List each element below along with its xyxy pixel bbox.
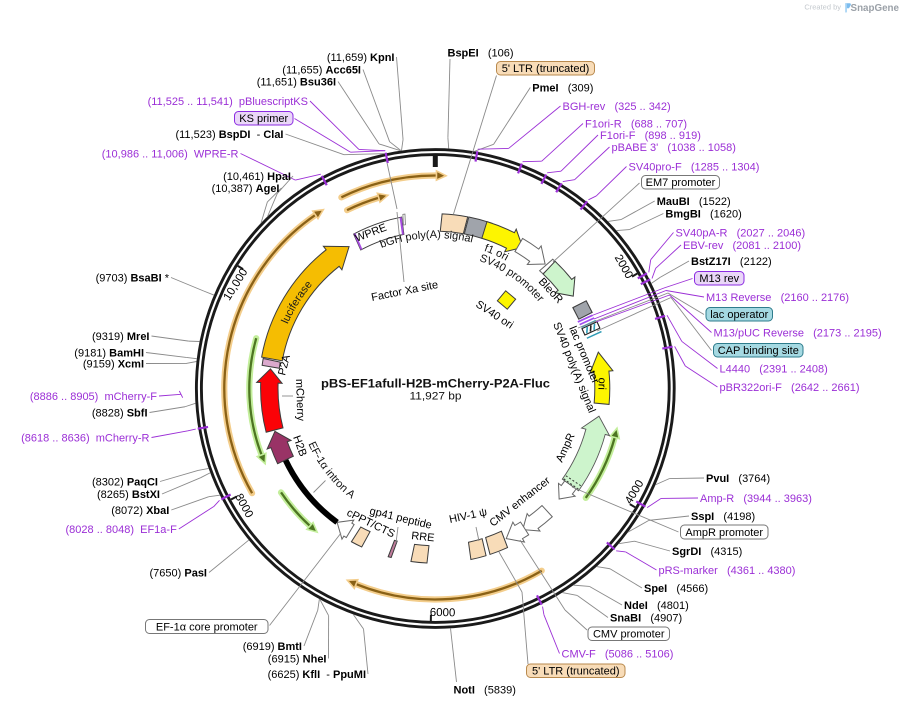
svg-text:M13 rev: M13 rev — [699, 273, 739, 285]
svg-text:M13/pUC Reverse (2173 .. 219: M13/pUC Reverse (2173 .. 2195) — [714, 328, 882, 340]
svg-text:(10,461) HpaI: (10,461) HpaI — [223, 171, 291, 183]
svg-text:Created by: Created by — [804, 3, 841, 12]
svg-text:BGH-rev (325 .. 342): BGH-rev (325 .. 342) — [563, 101, 671, 113]
svg-text:(8028 .. 8048) EF1a-F: (8028 .. 8048) EF1a-F — [66, 524, 178, 536]
svg-text:(8886 .. 8905) mCherry-F: (8886 .. 8905) mCherry-F — [30, 391, 157, 403]
svg-text:5' LTR (truncated): 5' LTR (truncated) — [502, 63, 589, 75]
svg-text:SpeI (4566): SpeI (4566) — [644, 583, 708, 595]
svg-text:(6625) KflI - PpuMI: (6625) KflI - PpuMI — [268, 669, 366, 681]
svg-text:P2A: P2A — [276, 353, 293, 377]
svg-text:BstZ17I (2122): BstZ17I (2122) — [691, 256, 772, 268]
svg-text:(8302) PaqCI: (8302) PaqCI — [92, 477, 158, 489]
svg-text:CAP binding site: CAP binding site — [718, 345, 799, 357]
svg-text:CMV promoter: CMV promoter — [593, 628, 665, 640]
svg-text:(11,523) BspDI - ClaI: (11,523) BspDI - ClaI — [175, 129, 283, 141]
svg-text:SV40pA-R (2027 .. 2046): SV40pA-R (2027 .. 2046) — [676, 228, 806, 240]
svg-text:M13 Reverse (2160 .. 2176): M13 Reverse (2160 .. 2176) — [706, 292, 849, 304]
svg-text:MauBI (1522): MauBI (1522) — [657, 196, 731, 208]
svg-text:NotI (5839): NotI (5839) — [454, 685, 516, 697]
svg-text:(9181) BamHI: (9181) BamHI — [74, 348, 144, 360]
svg-text:(10,387) AgeI: (10,387) AgeI — [212, 183, 280, 195]
svg-text:RRE: RRE — [411, 530, 435, 544]
svg-text:F1ori-R (688 .. 707): F1ori-R (688 .. 707) — [585, 119, 687, 131]
svg-text:SnaBI (4907): SnaBI (4907) — [610, 613, 682, 625]
svg-text:ori: ori — [595, 377, 607, 390]
svg-text:pBABE 3' (1038 .. 1058): pBABE 3' (1038 .. 1058) — [612, 142, 736, 154]
svg-text:(7650) PasI: (7650) PasI — [150, 568, 208, 580]
svg-text:SspI (4198): SspI (4198) — [691, 511, 755, 523]
svg-text:(8072) XbaI: (8072) XbaI — [111, 505, 169, 517]
svg-text:AmpR promoter: AmpR promoter — [685, 527, 763, 539]
svg-text:CMV-F (5086 .. 5106): CMV-F (5086 .. 5106) — [562, 649, 674, 661]
svg-text:Amp-R (3944 .. 3963): Amp-R (3944 .. 3963) — [700, 493, 812, 505]
svg-text:BspEI (106): BspEI (106) — [448, 48, 514, 60]
svg-text:5' LTR (truncated): 5' LTR (truncated) — [532, 665, 619, 677]
svg-text:6000: 6000 — [430, 607, 456, 619]
svg-text:PvuI (3764): PvuI (3764) — [706, 473, 770, 485]
svg-text:BmgBI (1620): BmgBI (1620) — [665, 209, 741, 221]
svg-text:(10,986 .. 11,006) WPRE-R: (10,986 .. 11,006) WPRE-R — [102, 149, 239, 161]
svg-text:(6919) BmtI: (6919) BmtI — [243, 641, 302, 653]
svg-text:EBV-rev (2081 .. 2100): EBV-rev (2081 .. 2100) — [683, 240, 801, 252]
svg-text:pRS-marker (4361 .. 4380): pRS-marker (4361 .. 4380) — [659, 565, 796, 577]
svg-text:NdeI (4801): NdeI (4801) — [624, 600, 689, 612]
svg-text:11,927 bp: 11,927 bp — [410, 391, 462, 403]
svg-text:SnapGene: SnapGene — [851, 3, 900, 14]
svg-text:lac operator: lac operator — [710, 309, 768, 321]
svg-text:(11,659) KpnI: (11,659) KpnI — [327, 52, 395, 64]
svg-text:L4440 (2391 .. 2408): L4440 (2391 .. 2408) — [720, 364, 828, 376]
svg-text:mCherry: mCherry — [293, 379, 306, 422]
svg-text:(11,655) Acc65I: (11,655) Acc65I — [282, 65, 361, 77]
svg-text:pBR322ori-F (2642 .. 2661): pBR322ori-F (2642 .. 2661) — [720, 382, 860, 394]
svg-text:(11,651) Bsu36I: (11,651) Bsu36I — [257, 77, 336, 89]
svg-text:SV40pro-F (1285 .. 1304): SV40pro-F (1285 .. 1304) — [629, 162, 760, 174]
svg-text:PmeI (309): PmeI (309) — [532, 83, 593, 95]
svg-text:(9319) MreI: (9319) MreI — [92, 331, 149, 343]
svg-text:F1ori-F (898 .. 919): F1ori-F (898 .. 919) — [600, 130, 701, 142]
svg-text:(9159) XcmI: (9159) XcmI — [83, 359, 144, 371]
svg-text:(8618 .. 8636) mCherry-R: (8618 .. 8636) mCherry-R — [21, 433, 149, 445]
svg-text:(8265) BstXI: (8265) BstXI — [97, 489, 160, 501]
svg-text:SgrDI (4315): SgrDI (4315) — [672, 546, 742, 558]
svg-text:(8828) SbfI: (8828) SbfI — [92, 408, 148, 420]
svg-text:(9703) BsaBI *: (9703) BsaBI * — [96, 273, 170, 285]
svg-text:(11,525 .. 11,541) pBluescrip: (11,525 .. 11,541) pBluescriptKS — [148, 96, 308, 108]
svg-text:EF-1α core promoter: EF-1α core promoter — [156, 621, 258, 633]
svg-text:KS primer: KS primer — [239, 113, 288, 125]
svg-text:EM7 promoter: EM7 promoter — [646, 177, 716, 189]
svg-text:(6915) NheI: (6915) NheI — [268, 654, 327, 666]
svg-text:pBS-EF1afull-H2B-mCherry-P2A-F: pBS-EF1afull-H2B-mCherry-P2A-Fluc — [321, 377, 550, 391]
